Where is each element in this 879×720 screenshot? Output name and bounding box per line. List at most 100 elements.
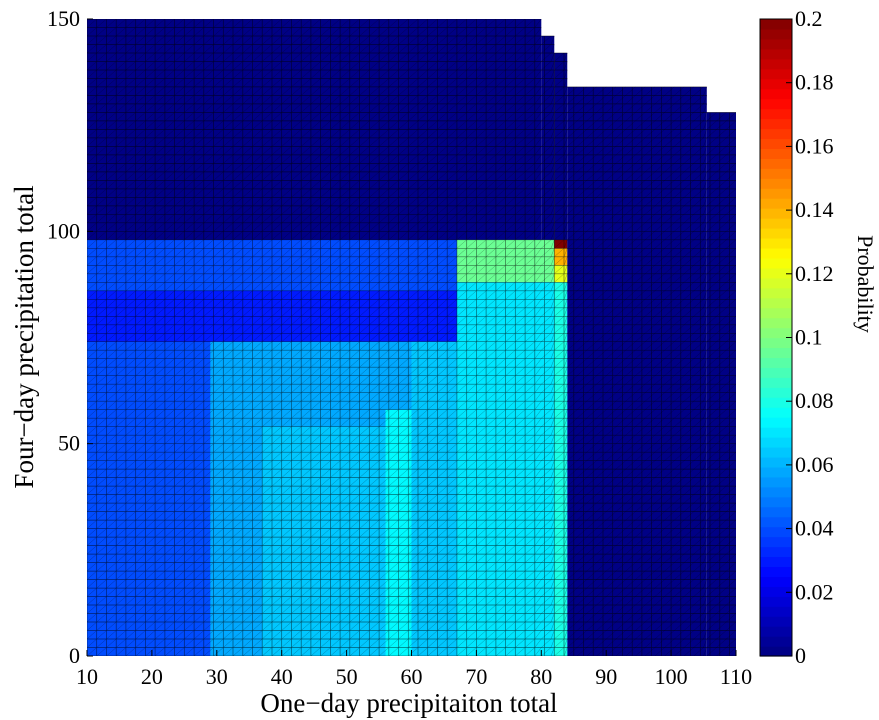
colorbar-band [760,78,792,90]
x-tick-label: 50 [336,664,358,689]
x-tick-label: 30 [206,664,228,689]
y-tick-label: 50 [58,431,80,456]
x-tick-label: 90 [595,664,617,689]
colorbar-band [760,357,792,368]
colorbar-band [760,616,792,627]
x-tick-label: 10 [76,664,98,689]
colorbar-band [760,606,792,617]
colorbar-band [760,446,792,458]
colorbar-band [760,456,792,468]
colorbar-band [760,108,792,120]
colorbar-tick-label: 0.04 [795,516,834,541]
colorbar-band [760,486,792,498]
heatmap-background-column-3 [567,86,707,656]
colorbar-band [760,536,792,548]
colorbar-band [760,636,792,647]
colorbar-band [760,307,792,319]
x-tick-label: 60 [401,664,423,689]
colorbar-band [760,198,792,209]
colorbar-band [760,68,792,80]
colorbar-band [760,556,792,568]
colorbar-band [760,257,792,269]
colorbar-tick-label: 0.08 [795,388,834,413]
colorbar-band [760,347,792,358]
colorbar-band [760,466,792,478]
colorbar-ticks: 0 0.02 0.04 0.06 0.08 0.1 0.12 0.14 0.16 0.18 0.2 [786,6,834,668]
colorbar-band [760,407,792,418]
colorbar-band [760,148,792,159]
colorbar-band [760,526,792,538]
heatmap-cells [87,19,736,656]
colorbar-band [760,596,792,607]
heatmap-region-11 [554,239,568,249]
x-tick-label: 80 [530,664,552,689]
colorbar-band [760,397,792,408]
colorbar-tick-label: 0 [795,643,806,668]
colorbar-tick-label: 0.14 [795,197,834,222]
colorbar: 00.020.040.060.080.10.120.140.160.180.2 … [759,6,878,668]
x-tick-label: 40 [271,664,293,689]
colorbar-gradient [760,19,792,657]
x-tick-label: 20 [141,664,163,689]
colorbar-band [760,297,792,309]
y-axis-label: Four−day precipitation total [9,185,39,488]
colorbar-band [760,228,792,239]
x-tick-label: 100 [655,664,688,689]
colorbar-band [760,516,792,528]
colorbar-band [760,28,792,40]
colorbar-band [760,267,792,279]
colorbar-band [760,208,792,219]
y-tick-label: 100 [47,218,80,243]
colorbar-tick-label: 0.02 [795,579,834,604]
colorbar-tick-label: 0.06 [795,452,834,477]
colorbar-band [760,586,792,597]
colorbar-band [760,188,792,199]
colorbar-tick-label: 0.12 [795,261,834,286]
colorbar-label: Probability [853,235,878,333]
colorbar-band [760,566,792,577]
heatmap-region-5 [411,341,457,656]
colorbar-band [760,626,792,637]
colorbar-tick-label: 0.2 [795,6,823,31]
colorbar-band [760,506,792,518]
colorbar-band [760,277,792,289]
colorbar-band [760,377,792,388]
colorbar-band [760,247,792,259]
colorbar-band [760,88,792,100]
y-axis: 0 50 100 150 [47,6,93,668]
colorbar-band [760,646,792,657]
colorbar-band [760,476,792,488]
colorbar-band [760,417,792,428]
colorbar-band [760,218,792,229]
colorbar-band [760,168,792,179]
colorbar-band [760,337,792,349]
colorbar-band [760,58,792,70]
x-axis-label: One−day precipitaiton total [260,688,557,718]
x-tick-label: 110 [720,664,752,689]
colorbar-band [760,237,792,249]
colorbar-band [760,128,792,140]
cell-gridlines [87,19,736,656]
colorbar-band [760,158,792,169]
colorbar-band [760,38,792,50]
colorbar-band [760,287,792,299]
colorbar-tick-label: 0.16 [795,133,834,158]
colorbar-band [760,19,792,30]
x-tick-label: 70 [465,664,487,689]
colorbar-band [760,546,792,558]
colorbar-band [760,327,792,339]
colorbar-band [760,427,792,438]
colorbar-band [760,138,792,149]
colorbar-tick-label: 0.18 [795,70,834,95]
heatmap-region-3 [262,426,386,656]
colorbar-band [760,496,792,508]
y-tick-label: 150 [47,6,80,31]
colorbar-band [760,317,792,329]
cell-diagonals [87,19,736,656]
colorbar-band [760,437,792,448]
colorbar-band [760,118,792,130]
grid-lines [87,19,736,656]
colorbar-band [760,367,792,378]
colorbar-band [760,178,792,189]
